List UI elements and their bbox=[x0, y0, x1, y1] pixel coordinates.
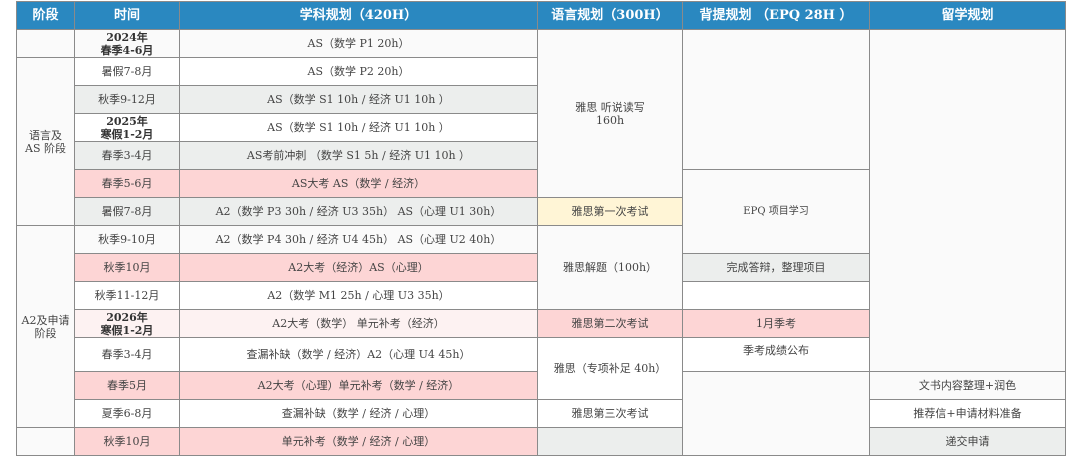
time-cell: 夏季6-8月 bbox=[74, 399, 180, 428]
time-cell: 2024年 春季4-6月 bbox=[74, 29, 180, 58]
background-empty-cell bbox=[682, 29, 870, 170]
time-year: 2024年 bbox=[106, 30, 148, 44]
subject-cell: AS（数学 S1 10h / 经济 U1 10h ） bbox=[179, 113, 538, 142]
time-cell: 秋季10月 bbox=[74, 253, 180, 282]
ielts-main-label: 雅思 听说读写 bbox=[575, 100, 645, 114]
background-empty-cell bbox=[682, 371, 870, 456]
stage-a2-application: A2及申请 阶段 bbox=[16, 225, 75, 428]
language-empty-cell bbox=[537, 427, 683, 456]
table-row: 秋季9-12月 AS（数学 S1 10h / 经济 U1 10h ） bbox=[17, 85, 1066, 114]
subject-cell: A2（数学 M1 25h / 心理 U3 35h） bbox=[179, 281, 538, 310]
background-epq: EPQ 项目学习 bbox=[682, 169, 870, 254]
background-empty-cell bbox=[682, 281, 870, 310]
time-label: 寒假1-2月 bbox=[100, 127, 154, 141]
time-cell: 2026年 寒假1-2月 bbox=[74, 309, 180, 338]
table-row: 春季5月 A2大考（心理）单元补考（数学 / 经济） 文书内容整理+润色 bbox=[17, 371, 1066, 456]
subject-cell: A2大考（心理）单元补考（数学 / 经济） bbox=[179, 371, 538, 400]
header-subject: 学科规划（420H） bbox=[179, 1, 538, 30]
table-row: 春季3-4月 查漏补缺（数学 / 经济）A2（心理 U4 45h） 雅思（专项补… bbox=[17, 337, 1066, 400]
time-cell: 2025年 寒假1-2月 bbox=[74, 113, 180, 142]
subject-cell: A2（数学 P4 30h / 经济 U4 45h） AS（心理 U2 40h） bbox=[179, 225, 538, 254]
table-row: 秋季10月 A2大考（经济）AS（心理） 完成答辩，整理项目 bbox=[17, 253, 1066, 282]
stage-language-as: 语言及 AS 阶段 bbox=[16, 57, 75, 226]
header-study-abroad: 留学规划 bbox=[869, 1, 1066, 30]
ielts-main-hours: 160h bbox=[595, 113, 625, 127]
time-cell: 暑假7-8月 bbox=[74, 197, 180, 226]
header-row: 阶段 时间 学科规划（420H） 语言规划（300H） 背提规划 （EPQ 28… bbox=[16, 1, 1066, 30]
language-exam-3: 雅思第三次考试 bbox=[537, 399, 683, 428]
study-abroad-recommendation: 推荐信+申请材料准备 bbox=[869, 399, 1066, 428]
language-special: 雅思（专项补足 40h） bbox=[537, 337, 683, 400]
subject-cell: AS（数学 P2 20h） bbox=[179, 57, 538, 86]
subject-cell: 查漏补缺（数学 / 经济）A2（心理 U4 45h） bbox=[179, 337, 538, 372]
time-cell: 春季5月 bbox=[74, 371, 180, 400]
study-abroad-empty-cell bbox=[869, 29, 1066, 372]
time-year: 2026年 bbox=[106, 310, 148, 324]
subject-cell: A2大考（经济）AS（心理） bbox=[179, 253, 538, 282]
table-row: 秋季11-12月 A2（数学 M1 25h / 心理 U3 35h） bbox=[17, 281, 1066, 310]
time-label: 寒假1-2月 bbox=[100, 323, 154, 337]
time-cell: 秋季9-10月 bbox=[74, 225, 180, 254]
study-abroad-submit: 递交申请 bbox=[869, 427, 1066, 456]
language-exam-2: 雅思第二次考试 bbox=[537, 309, 683, 338]
subject-cell: AS（数学 P1 20h） bbox=[179, 29, 538, 58]
background-jan-exam: 1月季考 bbox=[682, 309, 870, 338]
time-label: 春季4-6月 bbox=[100, 43, 154, 57]
time-cell: 秋季9-12月 bbox=[74, 85, 180, 114]
table-row: 秋季10月 单元补考（数学 / 经济 / 心理） 递交申请 bbox=[16, 427, 1066, 456]
header-language: 语言规划（300H） bbox=[537, 1, 683, 30]
stage-cell-empty bbox=[16, 427, 75, 456]
time-cell: 春季3-4月 bbox=[74, 337, 180, 372]
background-defense: 完成答辩，整理项目 bbox=[682, 253, 870, 282]
table-row: 2026年 寒假1-2月 A2大考（数学） 单元补考（经济） 雅思第二次考试 1月… bbox=[17, 309, 1066, 338]
header-background: 背提规划 （EPQ 28H ） bbox=[682, 1, 870, 30]
subject-cell: 查漏补缺（数学 / 经济 / 心理） bbox=[179, 399, 538, 428]
stage-cell-empty bbox=[16, 29, 75, 58]
time-cell: 春季3-4月 bbox=[74, 141, 180, 170]
time-cell: 秋季10月 bbox=[74, 427, 180, 456]
time-cell: 春季5-6月 bbox=[74, 169, 180, 198]
subject-cell: AS（数学 S1 10h / 经济 U1 10h ） bbox=[179, 85, 538, 114]
background-results: 季考成绩公布 bbox=[682, 337, 870, 372]
table-row: 2024年 春季4-6月 AS（数学 P1 20h） 雅思 听说读写 160h bbox=[16, 29, 1066, 372]
time-cell: 秋季11-12月 bbox=[74, 281, 180, 310]
header-time: 时间 bbox=[74, 1, 180, 30]
language-ielts-main: 雅思 听说读写 160h bbox=[537, 29, 683, 198]
table-row: 春季5-6月 AS大考 AS（数学 / 经济） EPQ 项目学习 bbox=[17, 169, 1066, 254]
time-cell: 暑假7-8月 bbox=[74, 57, 180, 86]
study-plan-table: 阶段 时间 学科规划（420H） 语言规划（300H） 背提规划 （EPQ 28… bbox=[16, 1, 1066, 456]
subject-cell: A2大考（数学） 单元补考（经济） bbox=[179, 309, 538, 338]
table-row: 语言及 AS 阶段 暑假7-8月 AS（数学 P2 20h） bbox=[16, 57, 1066, 226]
subject-cell: AS考前冲刺 （数学 S1 5h / 经济 U1 10h ） bbox=[179, 141, 538, 170]
language-solving: 雅思解题（100h） bbox=[537, 225, 683, 310]
time-year: 2025年 bbox=[106, 114, 148, 128]
study-abroad-essays: 文书内容整理+润色 bbox=[869, 371, 1066, 400]
header-stage: 阶段 bbox=[16, 1, 75, 30]
table-row: 2025年 寒假1-2月 AS（数学 S1 10h / 经济 U1 10h ） bbox=[17, 113, 1066, 142]
subject-cell: AS大考 AS（数学 / 经济） bbox=[179, 169, 538, 198]
subject-cell: 单元补考（数学 / 经济 / 心理） bbox=[179, 427, 538, 456]
table-row: 夏季6-8月 查漏补缺（数学 / 经济 / 心理） 雅思第三次考试 推荐信+申请… bbox=[17, 399, 1066, 428]
table-row: A2及申请 阶段 秋季9-10月 A2（数学 P4 30h / 经济 U4 45… bbox=[16, 225, 1066, 428]
subject-cell: A2（数学 P3 30h / 经济 U3 35h） AS（心理 U1 30h） bbox=[179, 197, 538, 226]
table-row: 暑假7-8月 A2（数学 P3 30h / 经济 U3 35h） AS（心理 U… bbox=[17, 197, 1066, 226]
language-exam-1: 雅思第一次考试 bbox=[537, 197, 683, 226]
table-row: 春季3-4月 AS考前冲刺 （数学 S1 5h / 经济 U1 10h ） bbox=[17, 141, 1066, 170]
